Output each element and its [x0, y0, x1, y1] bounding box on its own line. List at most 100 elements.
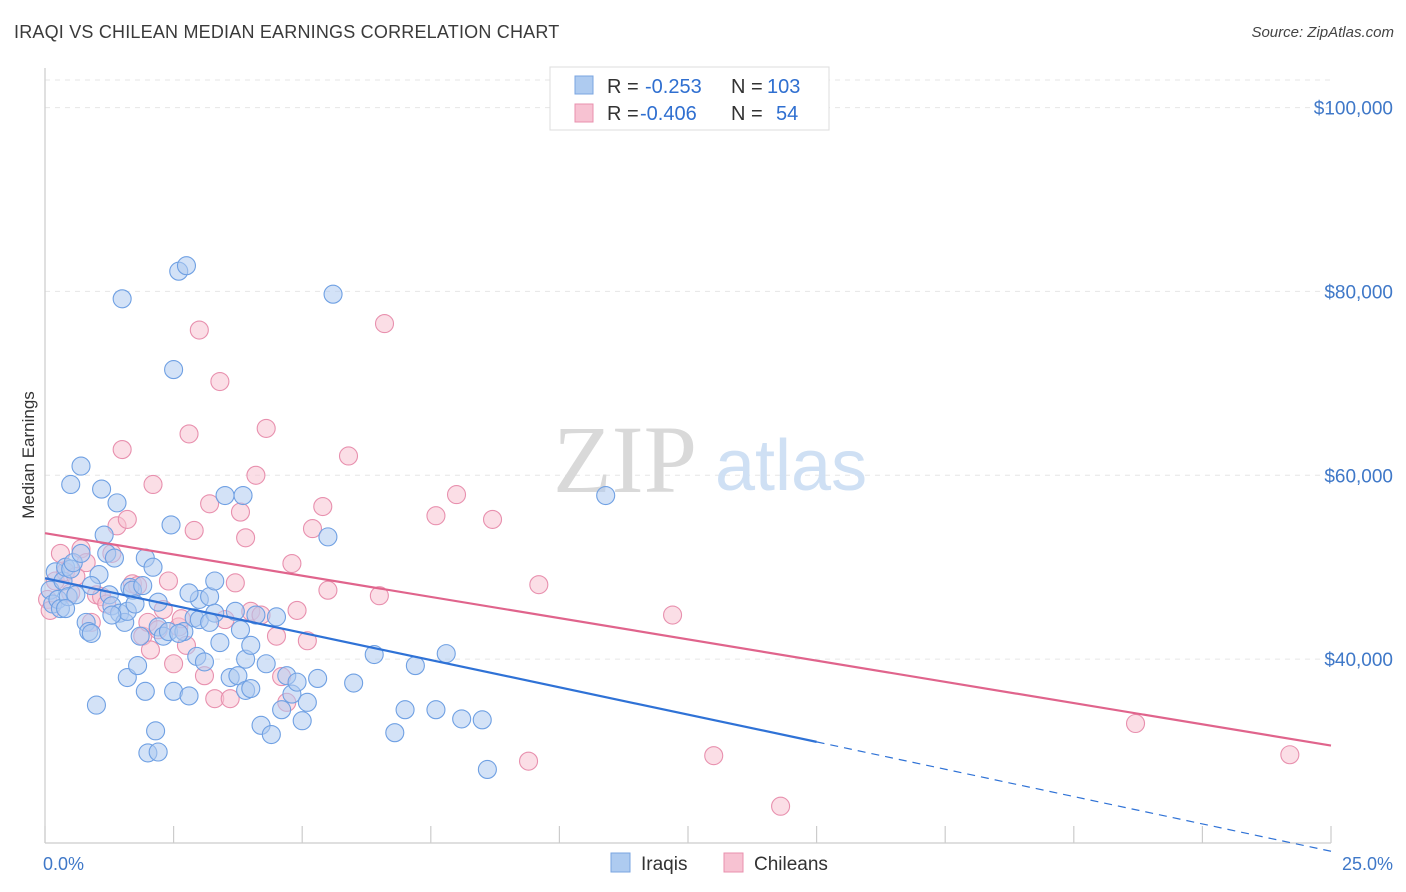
point-chileans [220, 689, 240, 709]
trend-line-chileans [44, 532, 1332, 747]
legend-n-value-chileans: 54 [776, 103, 798, 125]
x-tick-label: 25.0% [1342, 854, 1393, 874]
grid-lines [45, 79, 1331, 660]
watermark: ZIP atlas [553, 406, 867, 513]
point-chileans [179, 424, 199, 444]
legend-n-label-chileans: N = [731, 103, 763, 125]
point-iraqis [292, 711, 312, 731]
point-chileans [189, 320, 209, 340]
point-iraqis [179, 583, 199, 603]
point-iraqis [176, 256, 197, 276]
point-iraqis [385, 723, 405, 743]
point-iraqis [194, 652, 215, 672]
point-iraqis [125, 594, 145, 614]
point-chileans [529, 575, 549, 595]
point-iraqis [169, 623, 189, 643]
point-iraqis [104, 548, 124, 568]
point-iraqis [256, 654, 276, 674]
point-chileans [663, 605, 683, 625]
point-iraqis [318, 527, 338, 547]
axes [44, 68, 1332, 844]
point-iraqis [81, 623, 101, 643]
point-chileans [256, 418, 276, 438]
point-iraqis [596, 485, 616, 506]
point-iraqis [472, 710, 492, 730]
point-iraqis [210, 633, 230, 653]
series-chileans-points [38, 314, 1300, 816]
point-iraqis [161, 515, 181, 535]
point-iraqis [395, 700, 415, 720]
point-chileans [287, 600, 307, 620]
point-iraqis [71, 543, 91, 563]
point-chileans [518, 751, 539, 771]
chart-title: IRAQI VS CHILEAN MEDIAN EARNINGS CORRELA… [14, 22, 560, 42]
point-iraqis [71, 456, 91, 476]
legend-bottom-label-iraqis: Iraqis [641, 854, 687, 875]
point-chileans [313, 496, 333, 517]
legend-swatch-iraqis [574, 75, 594, 95]
legend-r-label-iraqis: R = [607, 76, 639, 98]
point-chileans [164, 654, 184, 674]
point-iraqis [241, 679, 261, 699]
point-iraqis [287, 672, 307, 692]
point-chileans [140, 640, 161, 660]
legend-top: R = -0.253 N = 103 R = -0.406 N = 54 [549, 66, 830, 131]
point-iraqis [225, 601, 245, 621]
legend-r-label-chileans: R = [607, 103, 639, 125]
point-iraqis [436, 644, 456, 664]
point-iraqis [297, 692, 317, 712]
point-iraqis [130, 626, 150, 646]
trend-extension-iraqis [816, 741, 1332, 852]
point-iraqis [135, 681, 155, 701]
point-iraqis [228, 666, 248, 686]
point-iraqis [179, 686, 199, 706]
point-chileans [200, 494, 220, 514]
legend-n-value-iraqis: 103 [767, 76, 800, 98]
y-tick-label: $100,000 [1314, 99, 1393, 120]
point-chileans [1280, 745, 1300, 765]
legend-bottom-swatch-chileans [723, 852, 744, 873]
point-iraqis [205, 571, 225, 591]
point-iraqis [148, 742, 168, 762]
point-iraqis [143, 557, 163, 577]
point-iraqis [92, 479, 112, 499]
legend-r-value-chileans: -0.406 [640, 103, 697, 125]
watermark-zip: ZIP [553, 406, 697, 513]
point-iraqis [81, 576, 101, 596]
point-chileans [246, 465, 266, 485]
point-iraqis [61, 474, 81, 495]
legend-swatch-chileans [574, 103, 594, 123]
point-iraqis [215, 485, 235, 506]
source-credit: Source: ZipAtlas.com [1251, 24, 1394, 41]
series-iraqis-points [40, 256, 616, 780]
point-iraqis [426, 700, 446, 720]
point-iraqis [107, 493, 127, 513]
point-iraqis [308, 668, 328, 688]
point-chileans [210, 371, 230, 392]
legend-n-label-iraqis: N = [731, 76, 763, 98]
point-chileans [230, 502, 251, 522]
y-tick-label: $80,000 [1324, 282, 1393, 303]
point-chileans [338, 446, 359, 466]
point-iraqis [452, 709, 472, 729]
point-chileans [704, 746, 724, 766]
legend-bottom-swatch-iraqis [610, 852, 631, 873]
point-chileans [318, 580, 338, 600]
point-iraqis [164, 360, 184, 380]
point-iraqis [230, 620, 251, 640]
legend-r-value-iraqis: -0.253 [645, 76, 702, 98]
point-iraqis [146, 721, 166, 741]
point-chileans [236, 528, 256, 548]
point-iraqis [477, 759, 497, 780]
point-chileans [112, 439, 132, 460]
point-chileans [369, 586, 389, 606]
y-tick-label: $60,000 [1324, 466, 1393, 487]
legend-bottom-label-chileans: Chileans [754, 854, 828, 875]
y-tick-label: $40,000 [1324, 650, 1393, 671]
point-chileans [374, 314, 395, 334]
point-iraqis [133, 576, 153, 596]
point-iraqis [261, 724, 281, 745]
point-iraqis [241, 635, 261, 655]
point-chileans [1125, 713, 1146, 734]
